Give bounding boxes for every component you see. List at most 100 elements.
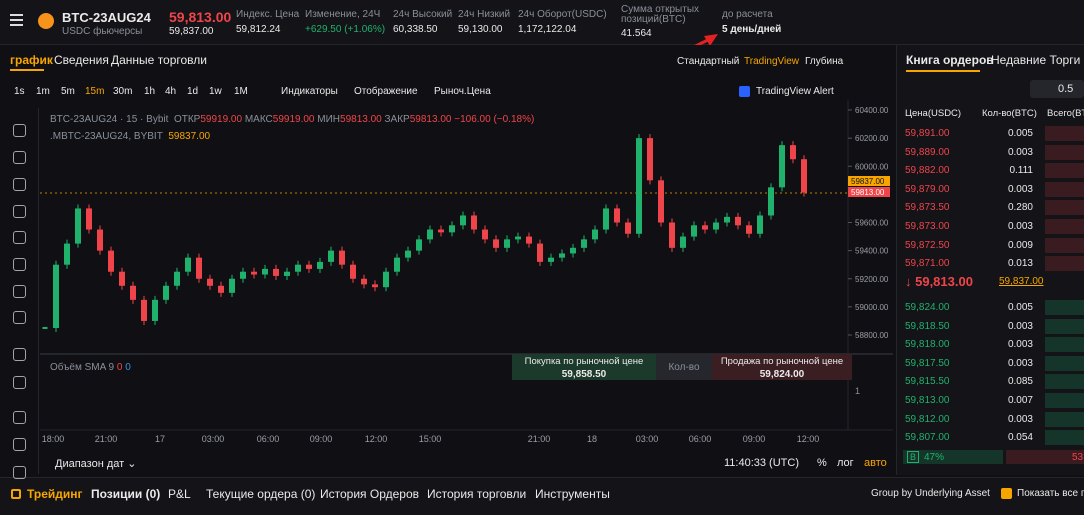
btc-icon (38, 13, 54, 29)
candle (42, 326, 48, 329)
chart-tab[interactable]: Данные торговли (111, 53, 207, 67)
candle (152, 299, 158, 321)
depth-bar (1045, 411, 1084, 427)
volume-value: 0 (125, 362, 131, 373)
interval[interactable]: 4h (165, 86, 177, 97)
interval[interactable]: 1s (14, 86, 25, 97)
step-select[interactable] (1030, 80, 1084, 98)
mark-tag: 59837.00 (851, 177, 885, 186)
interval[interactable]: 1h (144, 86, 156, 97)
tool-menu[interactable]: Рыноч.Цена (434, 86, 491, 97)
show-all[interactable]: Показать все по (1017, 488, 1084, 499)
tool-icon (13, 411, 26, 424)
ratio-sell-value: 53 (1072, 452, 1084, 463)
step-value: 0.5 (1058, 83, 1074, 95)
legend-value: 59813.00 (409, 114, 452, 125)
stat-label: до расчета (722, 9, 773, 20)
stat-value: 60,338.50 (393, 24, 438, 35)
mark-price: 59,837.00 (169, 26, 214, 37)
interval[interactable]: 15m (85, 86, 105, 97)
candle (339, 250, 345, 265)
candle (273, 268, 279, 276)
last-tag-bg (848, 187, 890, 197)
tool-menu[interactable]: Индикаторы (281, 86, 338, 97)
group-label[interactable]: Group by Underlying Asset (871, 488, 990, 499)
chart: 60400.00 60200.00 60000.00 59600.00 59400.00… (40, 100, 893, 444)
ob-qty: 0.054 (1007, 432, 1033, 444)
auto-toggle[interactable]: авто (864, 457, 887, 469)
depth-bar (1045, 237, 1084, 253)
candle (713, 222, 719, 230)
candle (680, 236, 686, 248)
depth-bar (1045, 393, 1084, 408)
date-range[interactable]: Диапазон дат ⌄ (55, 458, 137, 470)
candle (702, 225, 708, 230)
buy-button[interactable] (512, 354, 656, 380)
candle (592, 229, 598, 240)
view-option[interactable]: TradingView (744, 56, 800, 67)
view-option[interactable]: Стандартный (677, 56, 740, 67)
interval[interactable]: 1m (36, 86, 50, 97)
view-option[interactable]: Глубина (805, 56, 844, 67)
percent-toggle[interactable]: % (817, 457, 827, 469)
bottom-tab[interactable]: Позиции (0) (91, 487, 161, 501)
ob-tab[interactable]: Недавние Торги (991, 53, 1081, 67)
candle (548, 257, 554, 262)
trading-label[interactable]: Трейдинг (27, 487, 83, 501)
candle (383, 271, 389, 288)
qty-field[interactable] (656, 354, 712, 380)
price-tick-label: 59000.00 (855, 303, 889, 312)
candle (603, 208, 609, 230)
bottom-bar (0, 477, 1084, 515)
depth-bar (1045, 355, 1084, 371)
interval[interactable]: 1w (209, 86, 222, 97)
bottom-tab[interactable]: Текущие ордера (0) (206, 487, 316, 501)
time-label: 17 (155, 434, 165, 444)
ob-price: 59,873.50 (905, 202, 950, 214)
menu-icon[interactable] (10, 14, 23, 16)
bottom-tab[interactable]: История Ордеров (320, 487, 419, 501)
chart-tab[interactable]: график (10, 53, 53, 67)
bottom-tab[interactable]: Инструменты (535, 487, 610, 501)
trading-icon (11, 489, 21, 499)
candle (119, 271, 125, 286)
symbol[interactable]: BTC-23AUG24 (62, 10, 151, 25)
candle (317, 261, 323, 269)
bottom-tab[interactable]: P&L (168, 487, 191, 501)
interval[interactable]: 1d (187, 86, 199, 97)
bottom-tab[interactable]: История торговли (427, 487, 527, 501)
candle (581, 239, 587, 248)
chart-tab[interactable]: Сведения (54, 53, 109, 67)
ob-price: 59,818.00 (905, 339, 950, 351)
candle (64, 243, 70, 265)
candle (328, 250, 334, 262)
ob-tab[interactable]: Книга ордеров (906, 53, 994, 67)
ob-qty: 0.007 (1007, 395, 1033, 406)
tool-menu[interactable]: Отображение (354, 86, 418, 97)
stat-label: 24ч Низкий (458, 9, 511, 20)
candle (801, 159, 807, 193)
interval[interactable]: 5m (61, 86, 75, 97)
depth-bar (1045, 144, 1084, 160)
tv-icon (739, 86, 750, 97)
ob-price: 59,817.50 (905, 357, 950, 369)
log-toggle[interactable]: лог (837, 457, 854, 469)
candle (559, 253, 565, 258)
time-label: 03:00 (636, 434, 659, 444)
sell-button[interactable] (712, 354, 852, 380)
checkbox[interactable] (1001, 488, 1012, 499)
interval[interactable]: 30m (113, 86, 133, 97)
depth-bar (1045, 126, 1084, 141)
ob-qty: 0.003 (1007, 320, 1033, 332)
interval[interactable]: 1M (234, 86, 248, 97)
time-label: 21:00 (528, 434, 551, 444)
stat-label: 24ч Оборот(USDC) (518, 9, 607, 20)
volume-label: Объём SMA 9 (50, 362, 115, 373)
tv-alert[interactable]: TradingView Alert (756, 86, 834, 97)
depth-bar (1045, 219, 1084, 234)
ob-qty: 0.003 (1007, 146, 1033, 158)
candle (537, 243, 543, 262)
candle (526, 236, 532, 244)
candle (306, 264, 312, 269)
ob-price: 59,882.00 (905, 165, 950, 177)
